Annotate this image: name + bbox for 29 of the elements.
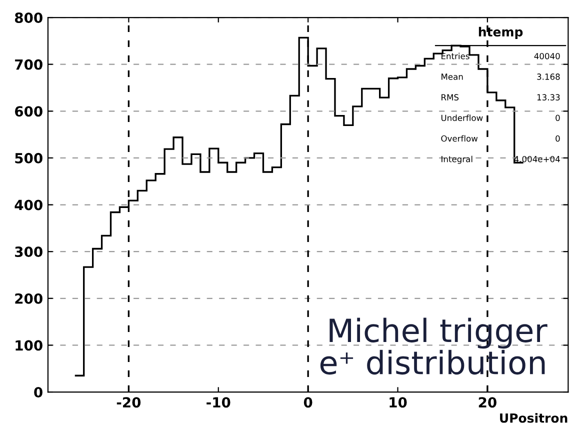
annotation: 3.168 [537,74,560,80]
y-tick-label: 300 [15,246,42,258]
annotation: 0 [556,114,560,122]
annotation: 4.004e+04 [514,156,560,162]
annotation: RMS [442,94,459,100]
x-axis-title: UPositron [500,413,568,423]
annotation: Mean [442,74,463,80]
y-tick-label: 500 [15,152,42,164]
annotation: Underflow [441,114,483,122]
y-tick-label: 100 [16,340,42,351]
annotation: 0 [556,135,560,142]
annotation: Overflow [441,135,478,142]
x-tick-label: 20 [478,397,496,408]
y-tick-label: 200 [15,293,42,304]
x-tick-label: -10 [206,397,230,408]
y-tick-label: 700 [15,59,42,70]
y-tick-label: 0 [34,386,42,398]
x-tick-label: 0 [304,397,312,408]
annotation: 40040 [534,52,560,60]
x-tick-label: -20 [116,397,141,408]
x-tick-label: 10 [390,397,407,408]
y-tick-label: 600 [14,106,42,117]
annotation: Integral [442,156,472,164]
annotation: 13.33 [537,94,560,100]
annotation: Entries [442,52,470,60]
annotation: Michel trigger e⁺ distribution [320,318,548,375]
annotation: htemp [478,26,523,39]
y-tick-label: 400 [14,200,42,210]
y-tick-label: 800 [14,12,42,23]
